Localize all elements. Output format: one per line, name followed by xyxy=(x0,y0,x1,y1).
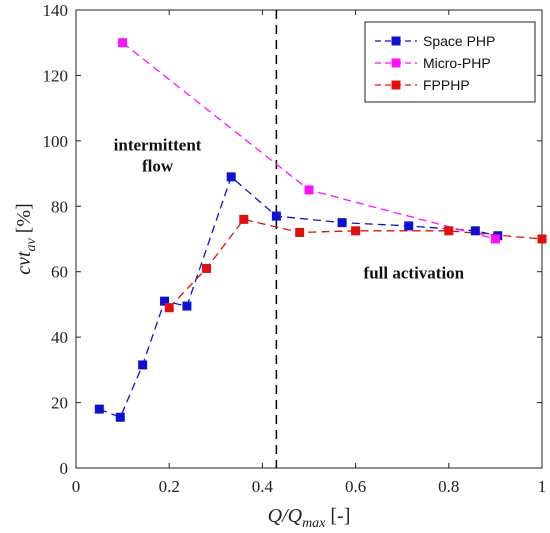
y-tick-label: 60 xyxy=(51,263,68,282)
x-axis-label-sub: max xyxy=(302,516,326,531)
data-point xyxy=(182,301,192,311)
x-axis-label: Q/Qmax [-] xyxy=(268,505,351,531)
annotation-line: intermittent xyxy=(114,136,202,155)
annotation: intermittent flow xyxy=(114,136,202,176)
data-point xyxy=(115,412,125,422)
data-point xyxy=(490,234,500,244)
data-point xyxy=(295,227,305,237)
data-point xyxy=(537,234,547,244)
data-point xyxy=(444,226,454,236)
legend-entries: Space PHP Micro-PHP FPPHP xyxy=(375,33,495,93)
data-point xyxy=(239,214,249,224)
data-point xyxy=(271,211,281,221)
data-point xyxy=(470,226,480,236)
legend-label: Space PHP xyxy=(423,33,495,49)
x-tick-label: 0.8 xyxy=(438,477,459,496)
y-axis-label-sub: av xyxy=(24,237,39,251)
legend-label: FPPHP xyxy=(423,77,470,93)
data-point xyxy=(351,226,361,236)
data-point xyxy=(201,263,211,273)
y-tick-label: 40 xyxy=(51,328,68,347)
y-axis-ticks: 0 20 40 60 80 100 120 140 xyxy=(43,1,542,478)
data-point xyxy=(138,360,148,370)
x-axis-ticks: 0 0.2 0.4 0.6 0.8 1 xyxy=(72,10,547,496)
legend: Space PHP Micro-PHP FPPHP xyxy=(364,21,536,103)
y-tick-label: 0 xyxy=(60,459,69,478)
y-axis-label-main: cvt xyxy=(13,251,35,275)
x-tick-label: 0.6 xyxy=(345,477,366,496)
y-tick-label: 140 xyxy=(43,1,69,20)
series-markers xyxy=(94,38,547,422)
annotation: full activation xyxy=(364,263,465,282)
x-tick-label: 0 xyxy=(72,477,81,496)
data-point xyxy=(118,38,128,48)
legend-marker xyxy=(391,58,401,68)
y-tick-label: 20 xyxy=(51,394,68,413)
y-tick-label: 100 xyxy=(43,132,69,151)
annotation-line: flow xyxy=(142,157,174,176)
series-line xyxy=(99,175,498,419)
x-tick-label: 1 xyxy=(538,477,547,496)
data-point xyxy=(160,296,170,306)
data-point xyxy=(304,185,314,195)
data-point xyxy=(404,221,414,231)
y-axis-label: cvtav [%] xyxy=(13,203,39,275)
legend-label: Micro-PHP xyxy=(423,55,491,71)
x-tick-label: 0.4 xyxy=(252,477,274,496)
legend-marker xyxy=(391,36,401,46)
x-tick-label: 0.2 xyxy=(159,477,180,496)
data-point xyxy=(337,218,347,228)
annotations: intermittent flow full activation xyxy=(114,136,465,283)
x-axis-label-unit: [-] xyxy=(325,505,350,527)
data-point xyxy=(164,303,174,313)
legend-marker xyxy=(391,80,401,90)
y-tick-label: 120 xyxy=(43,66,69,85)
y-tick-label: 80 xyxy=(51,197,68,216)
data-point xyxy=(226,172,236,182)
annotation-line: full activation xyxy=(364,263,465,282)
data-point xyxy=(94,404,104,414)
y-axis-label-unit: [%] xyxy=(13,203,35,238)
x-axis-label-main: Q/Q xyxy=(268,505,303,527)
